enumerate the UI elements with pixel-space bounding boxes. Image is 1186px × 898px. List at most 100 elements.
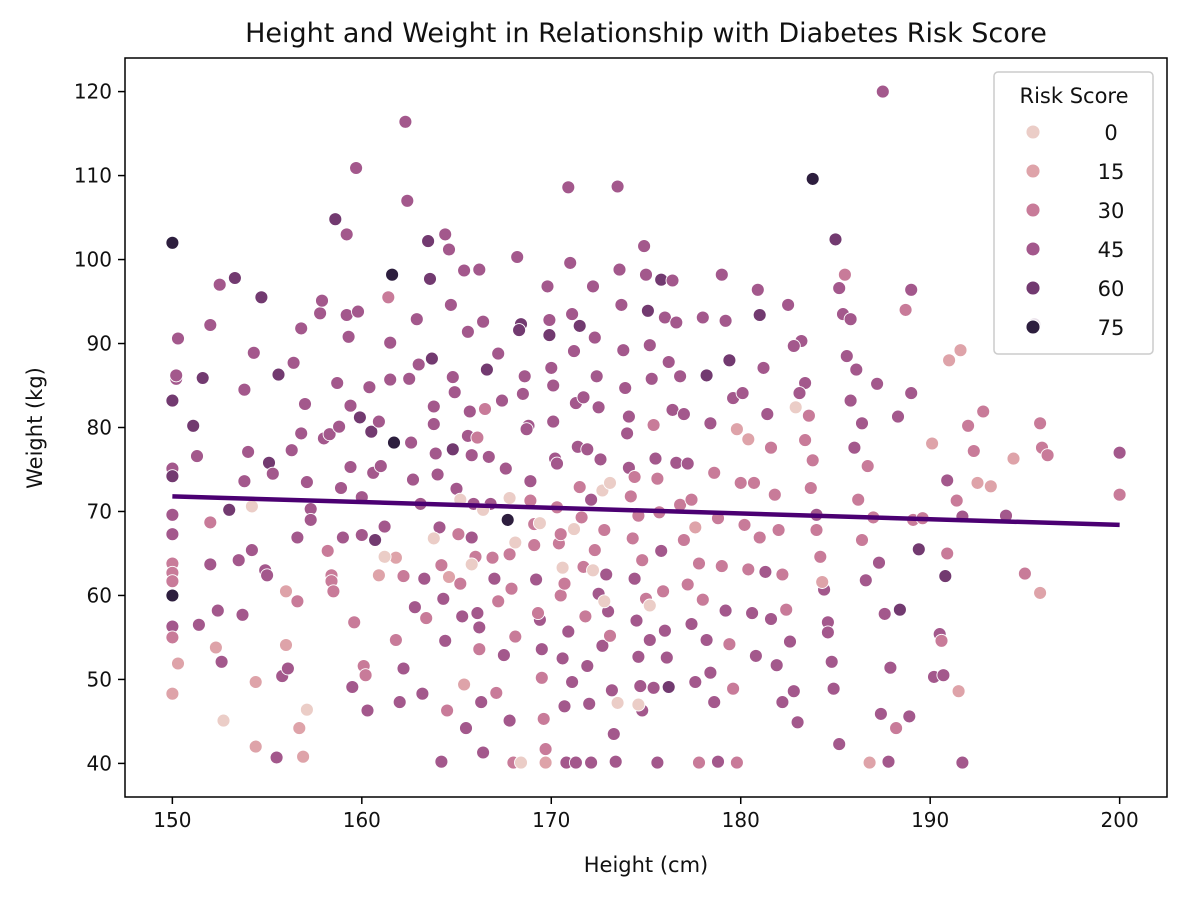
data-point [237, 382, 252, 397]
data-point [464, 530, 479, 545]
data-point [661, 355, 676, 369]
data-point [426, 417, 441, 432]
data-point [747, 475, 761, 490]
data-point [676, 407, 691, 422]
data-point [692, 556, 706, 571]
data-point [354, 528, 369, 542]
data-point [345, 680, 360, 694]
data-point [904, 386, 919, 401]
data-point [580, 442, 595, 457]
data-point [680, 456, 695, 471]
data-point [889, 721, 904, 736]
data-point [657, 623, 672, 638]
data-point [576, 390, 591, 405]
y-tick-label: 90 [87, 332, 112, 356]
x-tick-label: 150 [153, 808, 191, 832]
data-point [748, 648, 763, 663]
data-point [290, 594, 305, 609]
data-point [438, 633, 453, 648]
data-point [269, 750, 284, 765]
data-point [292, 721, 307, 736]
data-point [462, 404, 477, 419]
data-point [495, 393, 509, 408]
data-point [538, 755, 553, 770]
data-point [451, 527, 466, 542]
data-point [654, 543, 669, 558]
data-point [855, 533, 869, 547]
data-point [527, 538, 542, 553]
data-point [788, 400, 803, 415]
data-point [385, 267, 400, 282]
data-point [578, 609, 593, 624]
legend-marker [1025, 241, 1041, 257]
data-point [603, 628, 617, 643]
data-point [707, 465, 722, 480]
data-point [445, 442, 460, 457]
data-point [801, 408, 816, 423]
data-point [409, 312, 424, 327]
legend-label: 75 [1098, 316, 1125, 340]
data-point [343, 460, 358, 474]
data-point [491, 346, 506, 361]
data-point [839, 349, 854, 364]
data-point [718, 313, 733, 328]
data-point [434, 754, 449, 769]
data-point [955, 755, 970, 770]
data-point [711, 754, 725, 769]
data-point [212, 277, 227, 292]
data-point [756, 360, 771, 375]
data-point [633, 679, 648, 694]
data-point [459, 721, 473, 736]
data-point [572, 480, 587, 495]
data-point [417, 571, 432, 586]
data-point [684, 492, 699, 507]
x-axis-label: Height (cm) [584, 853, 708, 877]
data-point [392, 695, 407, 710]
data-point [722, 353, 737, 368]
data-point [872, 555, 886, 570]
data-point [625, 531, 640, 546]
data-point [688, 675, 703, 689]
data-point [616, 343, 631, 358]
data-point [940, 473, 955, 488]
data-point [828, 232, 843, 247]
data-point [470, 430, 485, 445]
data-point [618, 381, 633, 395]
data-point [646, 680, 661, 695]
data-point [491, 594, 506, 609]
x-tick-label: 190 [911, 808, 949, 832]
data-point [464, 448, 479, 463]
y-tick-label: 120 [74, 80, 112, 104]
data-point [550, 456, 564, 471]
data-point [299, 475, 314, 490]
data-point [546, 414, 561, 429]
data-point [627, 571, 642, 586]
data-point [775, 695, 790, 710]
data-point [222, 502, 237, 517]
data-point [430, 467, 445, 482]
data-point [557, 576, 572, 591]
data-point [582, 696, 597, 711]
legend-marker [1025, 163, 1041, 179]
data-point [542, 313, 557, 327]
data-point [347, 615, 362, 630]
data-point [419, 611, 434, 626]
data-point [557, 699, 572, 714]
data-point [165, 235, 180, 250]
data-point [718, 603, 733, 618]
data-point [406, 472, 420, 487]
data-point [519, 422, 534, 437]
data-point [244, 543, 259, 558]
data-point [837, 267, 852, 282]
data-point [883, 660, 898, 675]
data-point [729, 755, 744, 770]
data-point [640, 303, 655, 318]
data-point [783, 634, 797, 649]
data-point [606, 727, 621, 741]
data-point [502, 547, 517, 562]
data-point [567, 522, 581, 537]
data-point [396, 569, 411, 584]
data-point [786, 339, 801, 353]
data-point [373, 459, 388, 474]
data-point [565, 675, 580, 689]
